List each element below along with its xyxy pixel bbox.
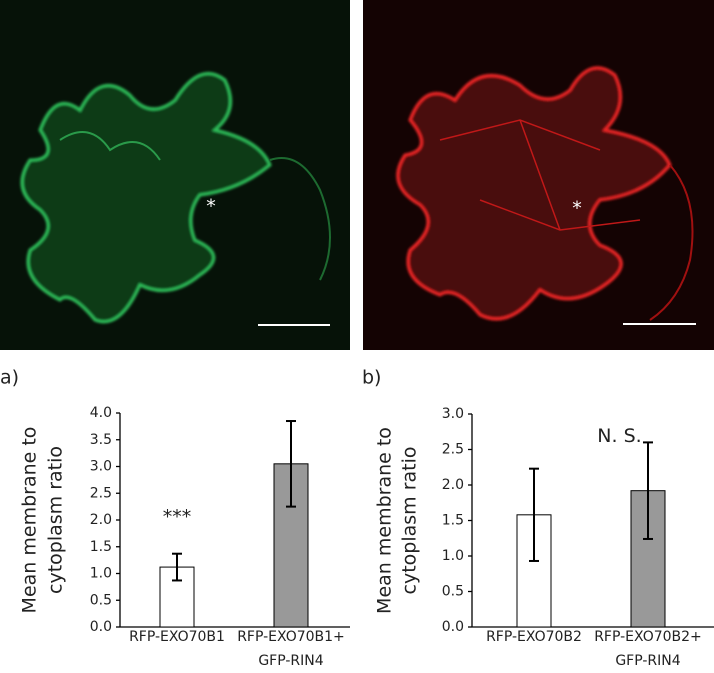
y-tick-label: 2.0: [90, 512, 112, 528]
y-tick-label: 2.5: [90, 485, 112, 501]
y-tick-label: 3.0: [90, 459, 112, 475]
y-tick-label: 2.0: [442, 477, 464, 493]
y-tick-label: 0.0: [442, 619, 464, 635]
error-bar: [286, 420, 296, 508]
y-tick-label: 1.0: [90, 566, 112, 582]
y-axis-label: cytoplasm ratio: [399, 446, 421, 594]
x-tick-label: RFP-EXO70B1+ GFP-RIN4: [237, 629, 345, 669]
panel-label: b): [362, 367, 381, 389]
annotation: ***: [163, 506, 192, 528]
y-axis-label: Mean membrane to: [374, 427, 396, 614]
marker: *: [572, 198, 582, 220]
y-tick-label: 0.5: [442, 584, 464, 600]
y-tick-label: 3.0: [442, 406, 464, 422]
error-bar: [529, 467, 539, 562]
y-axis-label: cytoplasm ratio: [45, 446, 67, 594]
marker: *: [206, 196, 216, 218]
error-bar: [643, 441, 653, 540]
y-tick-label: 1.5: [90, 539, 112, 555]
red-micrograph: *: [363, 0, 714, 350]
y-tick-label: 1.5: [442, 513, 464, 529]
panel-label: a): [0, 367, 19, 389]
x-tick-label: RFP-EXO70B2: [486, 629, 582, 645]
green-micrograph: *: [0, 0, 350, 350]
x-tick-label: RFP-EXO70B2+ GFP-RIN4: [594, 629, 702, 669]
y-tick-label: 2.5: [442, 442, 464, 458]
y-tick-label: 1.0: [442, 548, 464, 564]
y-tick-label: 3.5: [90, 432, 112, 448]
x-tick-label: RFP-EXO70B1: [129, 629, 225, 645]
y-tick-label: 0.5: [90, 592, 112, 608]
error-bar: [172, 552, 182, 582]
annotation: N. S.: [597, 425, 641, 447]
y-tick-label: 0.0: [90, 619, 112, 635]
y-tick-label: 4.0: [90, 405, 112, 421]
y-axis-label: Mean membrane to: [19, 427, 41, 614]
